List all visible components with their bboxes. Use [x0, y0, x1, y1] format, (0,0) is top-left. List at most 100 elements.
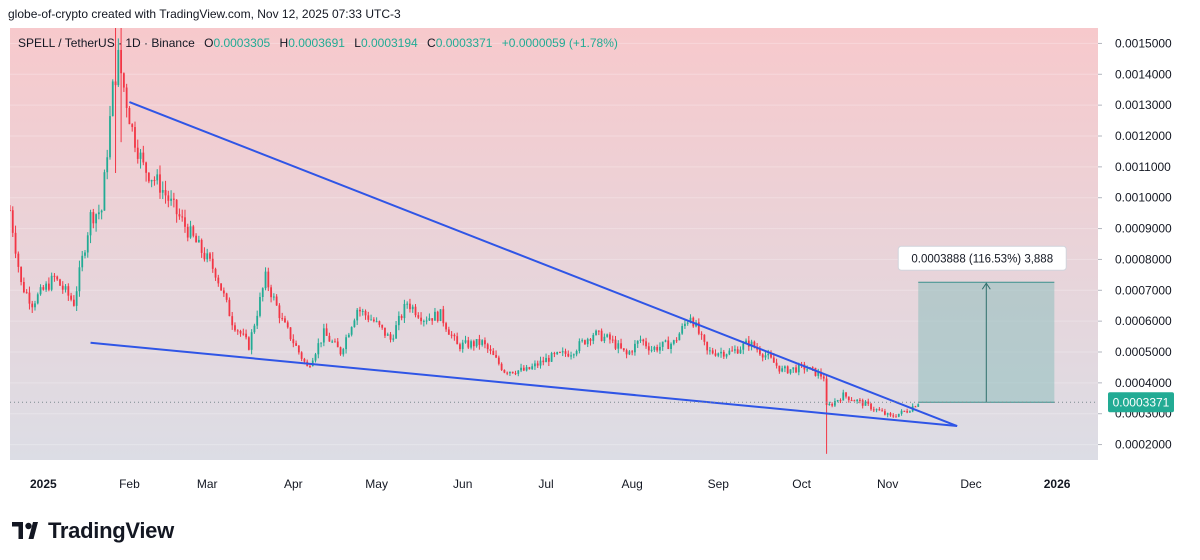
chart-area[interactable]: 0.0003888 (116.53%) 3,888 0.0015000 0.001… [10, 28, 1186, 502]
x-tick-label: Oct [792, 477, 811, 491]
candle-body [250, 332, 253, 350]
change-value: +0.0000059 (+1.78%) [501, 36, 618, 50]
candle-body [420, 317, 422, 322]
candle-body [206, 253, 209, 260]
candle-body [195, 235, 197, 243]
candle-body [822, 376, 825, 379]
candle-body [539, 360, 542, 366]
candle-body [61, 285, 64, 290]
candle-body [586, 339, 589, 345]
candle-body [634, 343, 636, 353]
candle-body [78, 267, 81, 292]
candle-body [703, 334, 706, 342]
ohlc-legend: SPELL / TetherUS · 1D · Binance O0.00033… [18, 36, 618, 50]
candle-body [245, 333, 247, 338]
candle-body [331, 341, 334, 343]
price-axis-background [1098, 28, 1186, 502]
candle-body [547, 357, 550, 362]
candle-body [417, 315, 420, 318]
candle-body [184, 217, 186, 227]
candle-body [84, 252, 86, 256]
candle-body [686, 322, 689, 324]
candle-body [122, 73, 125, 88]
candle-body [400, 315, 403, 319]
candle-body [147, 172, 150, 182]
candle-body [31, 303, 34, 308]
candle-body [336, 341, 339, 348]
candle-body [181, 216, 184, 218]
candle-body [159, 174, 161, 193]
price-chart[interactable]: 0.0003888 (116.53%) 3,888 0.00150000.001… [10, 28, 1186, 502]
candle-body [875, 409, 878, 411]
y-tick-label: 0.0007000 [1115, 283, 1172, 297]
candle-body [834, 401, 836, 406]
candle-body [592, 334, 595, 341]
candle-body [192, 226, 195, 236]
candle-body [572, 354, 575, 356]
candle-body [522, 367, 525, 371]
candle-body [806, 369, 809, 371]
candle-body [222, 290, 225, 294]
candle-body [470, 341, 472, 348]
candle-body [381, 324, 384, 328]
candle-body [678, 333, 681, 341]
x-tick-label: Aug [621, 477, 642, 491]
candle-body [445, 323, 447, 330]
candle-body [639, 339, 642, 341]
candle-body [72, 299, 75, 306]
candle-body [753, 341, 756, 348]
candle-body [384, 327, 386, 336]
candle-body [689, 317, 692, 323]
candle-body [411, 306, 414, 310]
candle-body [797, 364, 800, 373]
candle-body [534, 363, 536, 367]
candle-body [717, 353, 720, 356]
candle-body [497, 357, 500, 364]
candle-body [886, 413, 889, 415]
candle-body [397, 315, 400, 326]
last-price-tag [1108, 392, 1174, 413]
candle-body [750, 341, 753, 347]
candle-body [289, 327, 292, 340]
candle-body [370, 319, 372, 321]
tradingview-wordmark: TradingView [48, 518, 174, 543]
candle-body [150, 179, 153, 182]
candle-body [589, 339, 592, 341]
candle-body [34, 303, 36, 308]
candle-body [481, 340, 484, 345]
candle-body [781, 368, 784, 372]
candle-body [914, 406, 917, 408]
drawings: 0.0003888 (116.53%) 3,888 [10, 101, 1098, 428]
candle-body [647, 346, 650, 351]
candle-body [506, 372, 509, 374]
candle-body [234, 325, 236, 331]
candle-body [600, 330, 603, 341]
candle-body [564, 351, 567, 354]
tradingview-logo[interactable]: TradingView [12, 516, 174, 546]
candle-body [670, 343, 672, 349]
candle-body [609, 334, 611, 340]
candle-body [317, 343, 320, 355]
candle-body [542, 360, 545, 363]
candle-body [517, 370, 520, 374]
candle-body [292, 339, 295, 344]
candle-body [636, 340, 639, 344]
candle-body [328, 335, 331, 342]
candle-body [867, 401, 870, 404]
candle-body [309, 366, 311, 368]
x-tick-label: May [365, 477, 388, 491]
candle-body [778, 365, 781, 372]
candle-body [525, 367, 528, 371]
y-tick-label: 0.0010000 [1115, 191, 1172, 205]
candle-body [270, 287, 272, 298]
candle-body [656, 346, 659, 351]
candle-body [378, 321, 381, 325]
candle-body [578, 341, 581, 351]
candle-body [372, 319, 375, 322]
candle-body [831, 404, 834, 406]
candle-body [131, 124, 134, 128]
candle-body [847, 396, 850, 401]
candle-body [759, 349, 761, 355]
candle-body [767, 353, 770, 356]
candle-body [917, 404, 920, 407]
